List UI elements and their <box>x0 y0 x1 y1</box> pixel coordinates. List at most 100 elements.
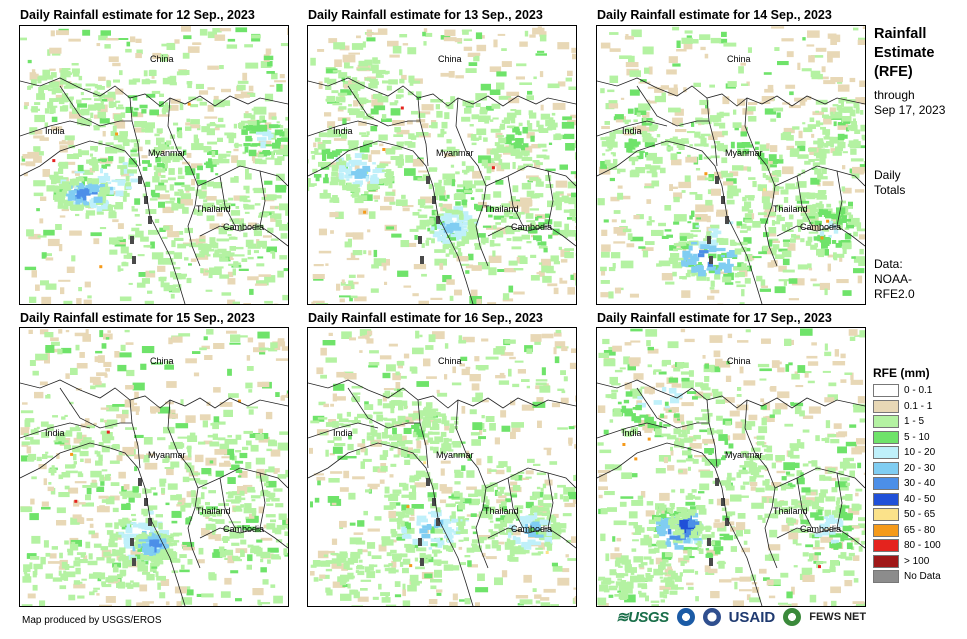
rain-cell <box>367 528 380 532</box>
rain-cell <box>510 196 516 202</box>
rain-cell <box>36 456 42 462</box>
rain-cell <box>638 81 651 84</box>
map-panel-16sep: China India Myanmar Thailand Cambodia <box>307 327 577 607</box>
rain-cell <box>64 135 75 141</box>
rain-cell <box>24 102 29 106</box>
rain-cell <box>504 544 514 550</box>
rain-cell <box>343 84 348 89</box>
rain-cell <box>363 510 368 516</box>
rain-cell <box>240 504 245 508</box>
rain-cell <box>131 518 137 521</box>
rain-cell <box>599 474 608 482</box>
rain-cell <box>213 387 221 393</box>
rain-cell <box>364 404 374 410</box>
rain-cell <box>475 32 483 40</box>
rain-cell <box>341 279 345 284</box>
rain-cell <box>734 126 739 131</box>
rain-cell <box>691 266 697 273</box>
rain-cell <box>852 118 856 123</box>
rain-cell <box>837 122 846 126</box>
rain-cell <box>251 545 260 550</box>
rain-cell <box>466 486 477 490</box>
rain-cell <box>167 231 180 238</box>
rain-cell <box>526 120 530 126</box>
rain-cell <box>390 108 401 116</box>
rain-cell <box>443 564 454 571</box>
rain-cell <box>784 250 789 253</box>
rain-cell <box>58 168 64 174</box>
rain-cell <box>322 340 336 346</box>
rain-cell <box>481 159 488 167</box>
rain-cell <box>132 147 138 151</box>
rain-cell <box>104 474 110 481</box>
rain-cell <box>383 388 394 390</box>
rain-cell <box>491 540 499 545</box>
rain-cell <box>553 192 560 200</box>
rain-cell <box>133 143 140 148</box>
rain-cell <box>465 165 475 172</box>
rain-cell <box>354 416 358 422</box>
rain-cell <box>233 148 239 152</box>
rain-cell <box>542 149 548 152</box>
rain-cell <box>215 173 219 176</box>
rain-cell <box>783 279 787 286</box>
rain-cell <box>214 534 222 541</box>
rain-cell <box>405 549 412 553</box>
rain-cell <box>372 466 380 473</box>
rain-cell <box>827 211 832 216</box>
rain-cell <box>747 106 756 112</box>
rain-cell <box>116 455 123 462</box>
rain-cell <box>74 332 87 337</box>
rain-cell <box>827 54 833 63</box>
rain-cell <box>243 204 250 210</box>
rain-cell <box>351 188 361 193</box>
rain-cell <box>174 191 180 196</box>
rain-cell <box>655 557 665 565</box>
rain-cell <box>265 469 274 473</box>
rain-cell <box>571 192 576 198</box>
rain-cell <box>164 102 169 106</box>
rain-cell <box>119 296 132 302</box>
rain-cell <box>346 157 352 161</box>
rain-cell <box>277 139 281 144</box>
rain-cell <box>228 197 234 201</box>
rain-cell <box>372 162 376 165</box>
rain-cell <box>768 238 779 243</box>
rain-cell <box>247 337 254 343</box>
rain-cell <box>258 240 267 248</box>
rain-cell <box>66 154 79 160</box>
rain-cell <box>469 409 477 415</box>
rain-cell <box>327 129 340 138</box>
rain-cell <box>139 584 148 592</box>
rain-cell <box>174 586 187 594</box>
rain-cell <box>425 402 433 409</box>
rain-cell <box>110 482 120 486</box>
rain-cell <box>710 155 720 159</box>
rain-cell <box>61 347 72 354</box>
rain-cell <box>551 531 562 534</box>
rain-cell <box>223 409 233 417</box>
rain-cell <box>486 206 494 212</box>
rain-cell <box>312 274 325 279</box>
rain-cell <box>377 96 389 103</box>
rain-cell <box>156 538 167 542</box>
rain-cell <box>180 564 185 570</box>
rain-cell <box>72 464 76 468</box>
rain-cell <box>235 469 243 473</box>
rain-cell <box>332 421 339 428</box>
rain-cell <box>482 429 487 432</box>
rain-cell <box>686 35 692 38</box>
rain-cell <box>169 184 174 191</box>
rain-cell <box>319 574 326 579</box>
rain-cell <box>135 554 143 559</box>
rain-cell <box>533 76 537 80</box>
rain-cell <box>429 446 434 451</box>
rain-cell <box>382 395 387 402</box>
rain-cell <box>765 176 772 181</box>
rain-cell <box>443 228 454 233</box>
rain-cell <box>833 423 842 429</box>
rain-cell <box>158 277 167 282</box>
rain-cell <box>553 347 557 355</box>
rain-cell <box>656 134 661 138</box>
rain-cell <box>325 263 329 266</box>
